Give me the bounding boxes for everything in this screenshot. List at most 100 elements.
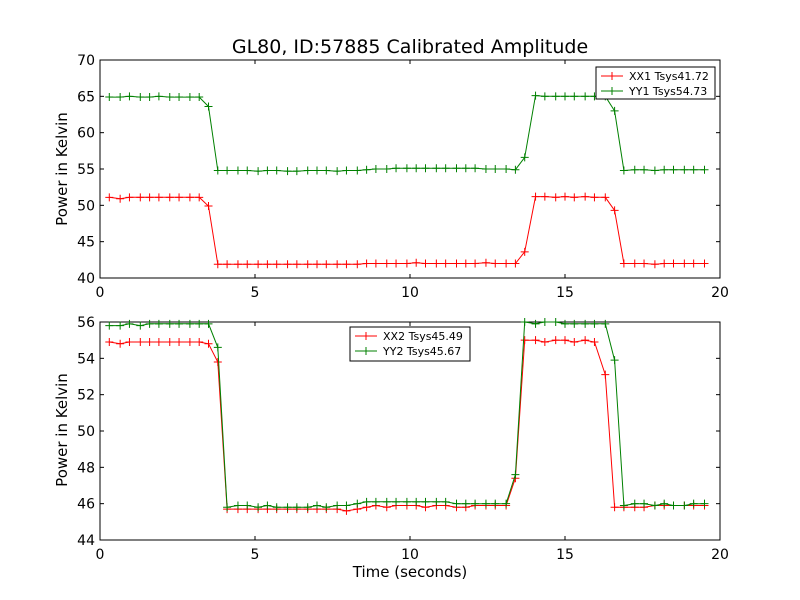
bottom-x-tick-label: 10: [401, 547, 419, 563]
bottom-series-0-point: [125, 337, 134, 346]
bottom-series-1-point: [333, 501, 342, 510]
bottom-series-0-point: [185, 337, 194, 346]
top-series-0-point: [491, 259, 500, 268]
top-series-0-point: [136, 193, 145, 202]
bottom-series-1-point: [660, 499, 669, 508]
top-series-1-point: [165, 93, 174, 102]
top-series-1-point: [610, 106, 619, 115]
bottom-series-1-point: [640, 499, 649, 508]
top-series-1-point: [640, 165, 649, 174]
bottom-series-1-point: [283, 503, 292, 512]
bottom-series-0-point: [540, 337, 549, 346]
bottom-series-0-point: [213, 357, 222, 366]
top-series-0-point: [254, 260, 263, 269]
top-series-1-point: [402, 164, 411, 173]
bottom-series-1-point: [125, 319, 134, 328]
bottom-series-1-point: [689, 499, 698, 508]
top-series-1-point: [421, 164, 430, 173]
top-series-0-point: [680, 259, 689, 268]
top-series-0-point: [116, 194, 125, 203]
bottom-series-0-point: [570, 337, 579, 346]
bottom-x-tick-label: 15: [556, 547, 574, 563]
bottom-series-1-point: [213, 343, 222, 352]
bottom-series-1-point: [185, 319, 194, 328]
top-series-0-point: [551, 193, 560, 202]
top-series-1-point: [502, 165, 511, 173]
bottom-series-0-point: [116, 339, 125, 348]
top-series-1-point: [689, 165, 698, 174]
top-series-1-point: [213, 166, 222, 175]
bottom-series-1-point: [195, 319, 204, 328]
top-series-1-point: [581, 92, 590, 101]
top-series-0-point: [689, 259, 698, 268]
top-series-1-point: [204, 102, 213, 111]
bottom-series-1-point: [481, 499, 490, 508]
bottom-series-0-point: [175, 337, 184, 346]
top-series-0-point: [283, 260, 292, 269]
top-series-1-point: [520, 153, 529, 162]
bottom-chart: 0 5 10 15 20 44 46 48 50 52 54 56 XX2 Tsys45.49 YY2 T…: [77, 315, 729, 563]
top-series-1-point: [540, 92, 549, 101]
bottom-y-tick-label: 54: [77, 351, 95, 367]
top-y-tick-label: 50: [77, 198, 95, 214]
top-series-0-point: [650, 260, 659, 269]
top-series-1-point: [342, 166, 351, 175]
bottom-series-1-point: [700, 499, 709, 508]
top-y-tick-label: 65: [77, 89, 95, 105]
top-series-1-point: [136, 93, 145, 102]
bottom-series-1-point: [432, 497, 441, 506]
bottom-series-1-point: [402, 497, 411, 506]
top-series-1-point: [660, 165, 669, 174]
bottom-y-tick-label: 56: [77, 315, 95, 331]
bottom-series-0-point: [610, 503, 619, 512]
top-series-1-point: [481, 165, 490, 173]
top-y-axis-label: Power in Kelvin: [53, 112, 71, 226]
top-series-1-point: [116, 93, 125, 102]
top-series-0-point: [700, 259, 709, 268]
bottom-series-1-point: [392, 497, 401, 506]
top-series-1-point: [125, 92, 134, 101]
bottom-series-1-point: [136, 321, 145, 330]
bottom-series-1-point: [362, 497, 371, 506]
top-series-0-point: [561, 192, 569, 201]
top-series-1-point: [392, 164, 401, 173]
top-series-0-point: [165, 193, 174, 202]
top-series-1-point: [570, 92, 579, 101]
top-legend-box: [595, 66, 716, 100]
top-legend-swatch-marker: [608, 87, 616, 95]
bottom-series-1-point: [233, 501, 242, 510]
top-series-0-point: [511, 259, 520, 268]
top-series-0-point: [145, 193, 154, 202]
bottom-series-1-point: [531, 319, 540, 328]
bottom-series-1-point: [581, 319, 590, 328]
bottom-series-1-point: [371, 497, 380, 506]
bottom-series-0-point: [105, 337, 114, 346]
top-series-1-point: [650, 166, 659, 175]
bottom-series-1-point: [590, 319, 599, 328]
top-series-0-point: [402, 259, 411, 268]
top-y-tick-label: 55: [77, 162, 95, 178]
bottom-series-1-point: [382, 497, 391, 506]
top-y-tick-label: 70: [77, 53, 95, 69]
top-series-0-point: [272, 260, 281, 269]
bottom-series-1-point: [145, 319, 154, 328]
bottom-x-tick-label: 5: [251, 547, 260, 563]
bottom-series-1-point: [165, 319, 174, 328]
bottom-series-1-point: [116, 321, 125, 330]
top-series-1-point: [283, 167, 292, 176]
top-series-0-point: [630, 259, 639, 268]
bottom-series-0-point: [154, 337, 163, 346]
top-series-0-point: [619, 259, 628, 268]
bottom-series-0-point: [551, 336, 560, 345]
top-y-tick-label: 45: [77, 235, 95, 251]
top-series-1-point: [471, 164, 480, 173]
top-series-0-point: [213, 260, 222, 269]
top-series-0-point: [520, 247, 529, 256]
top-series-0-point: [322, 260, 331, 269]
bottom-series-1-point: [619, 501, 628, 510]
bottom-series-0-point: [165, 337, 174, 346]
top-series-0-point: [333, 260, 342, 269]
top-series-0-point: [581, 192, 590, 201]
top-series-1-point: [412, 164, 421, 173]
